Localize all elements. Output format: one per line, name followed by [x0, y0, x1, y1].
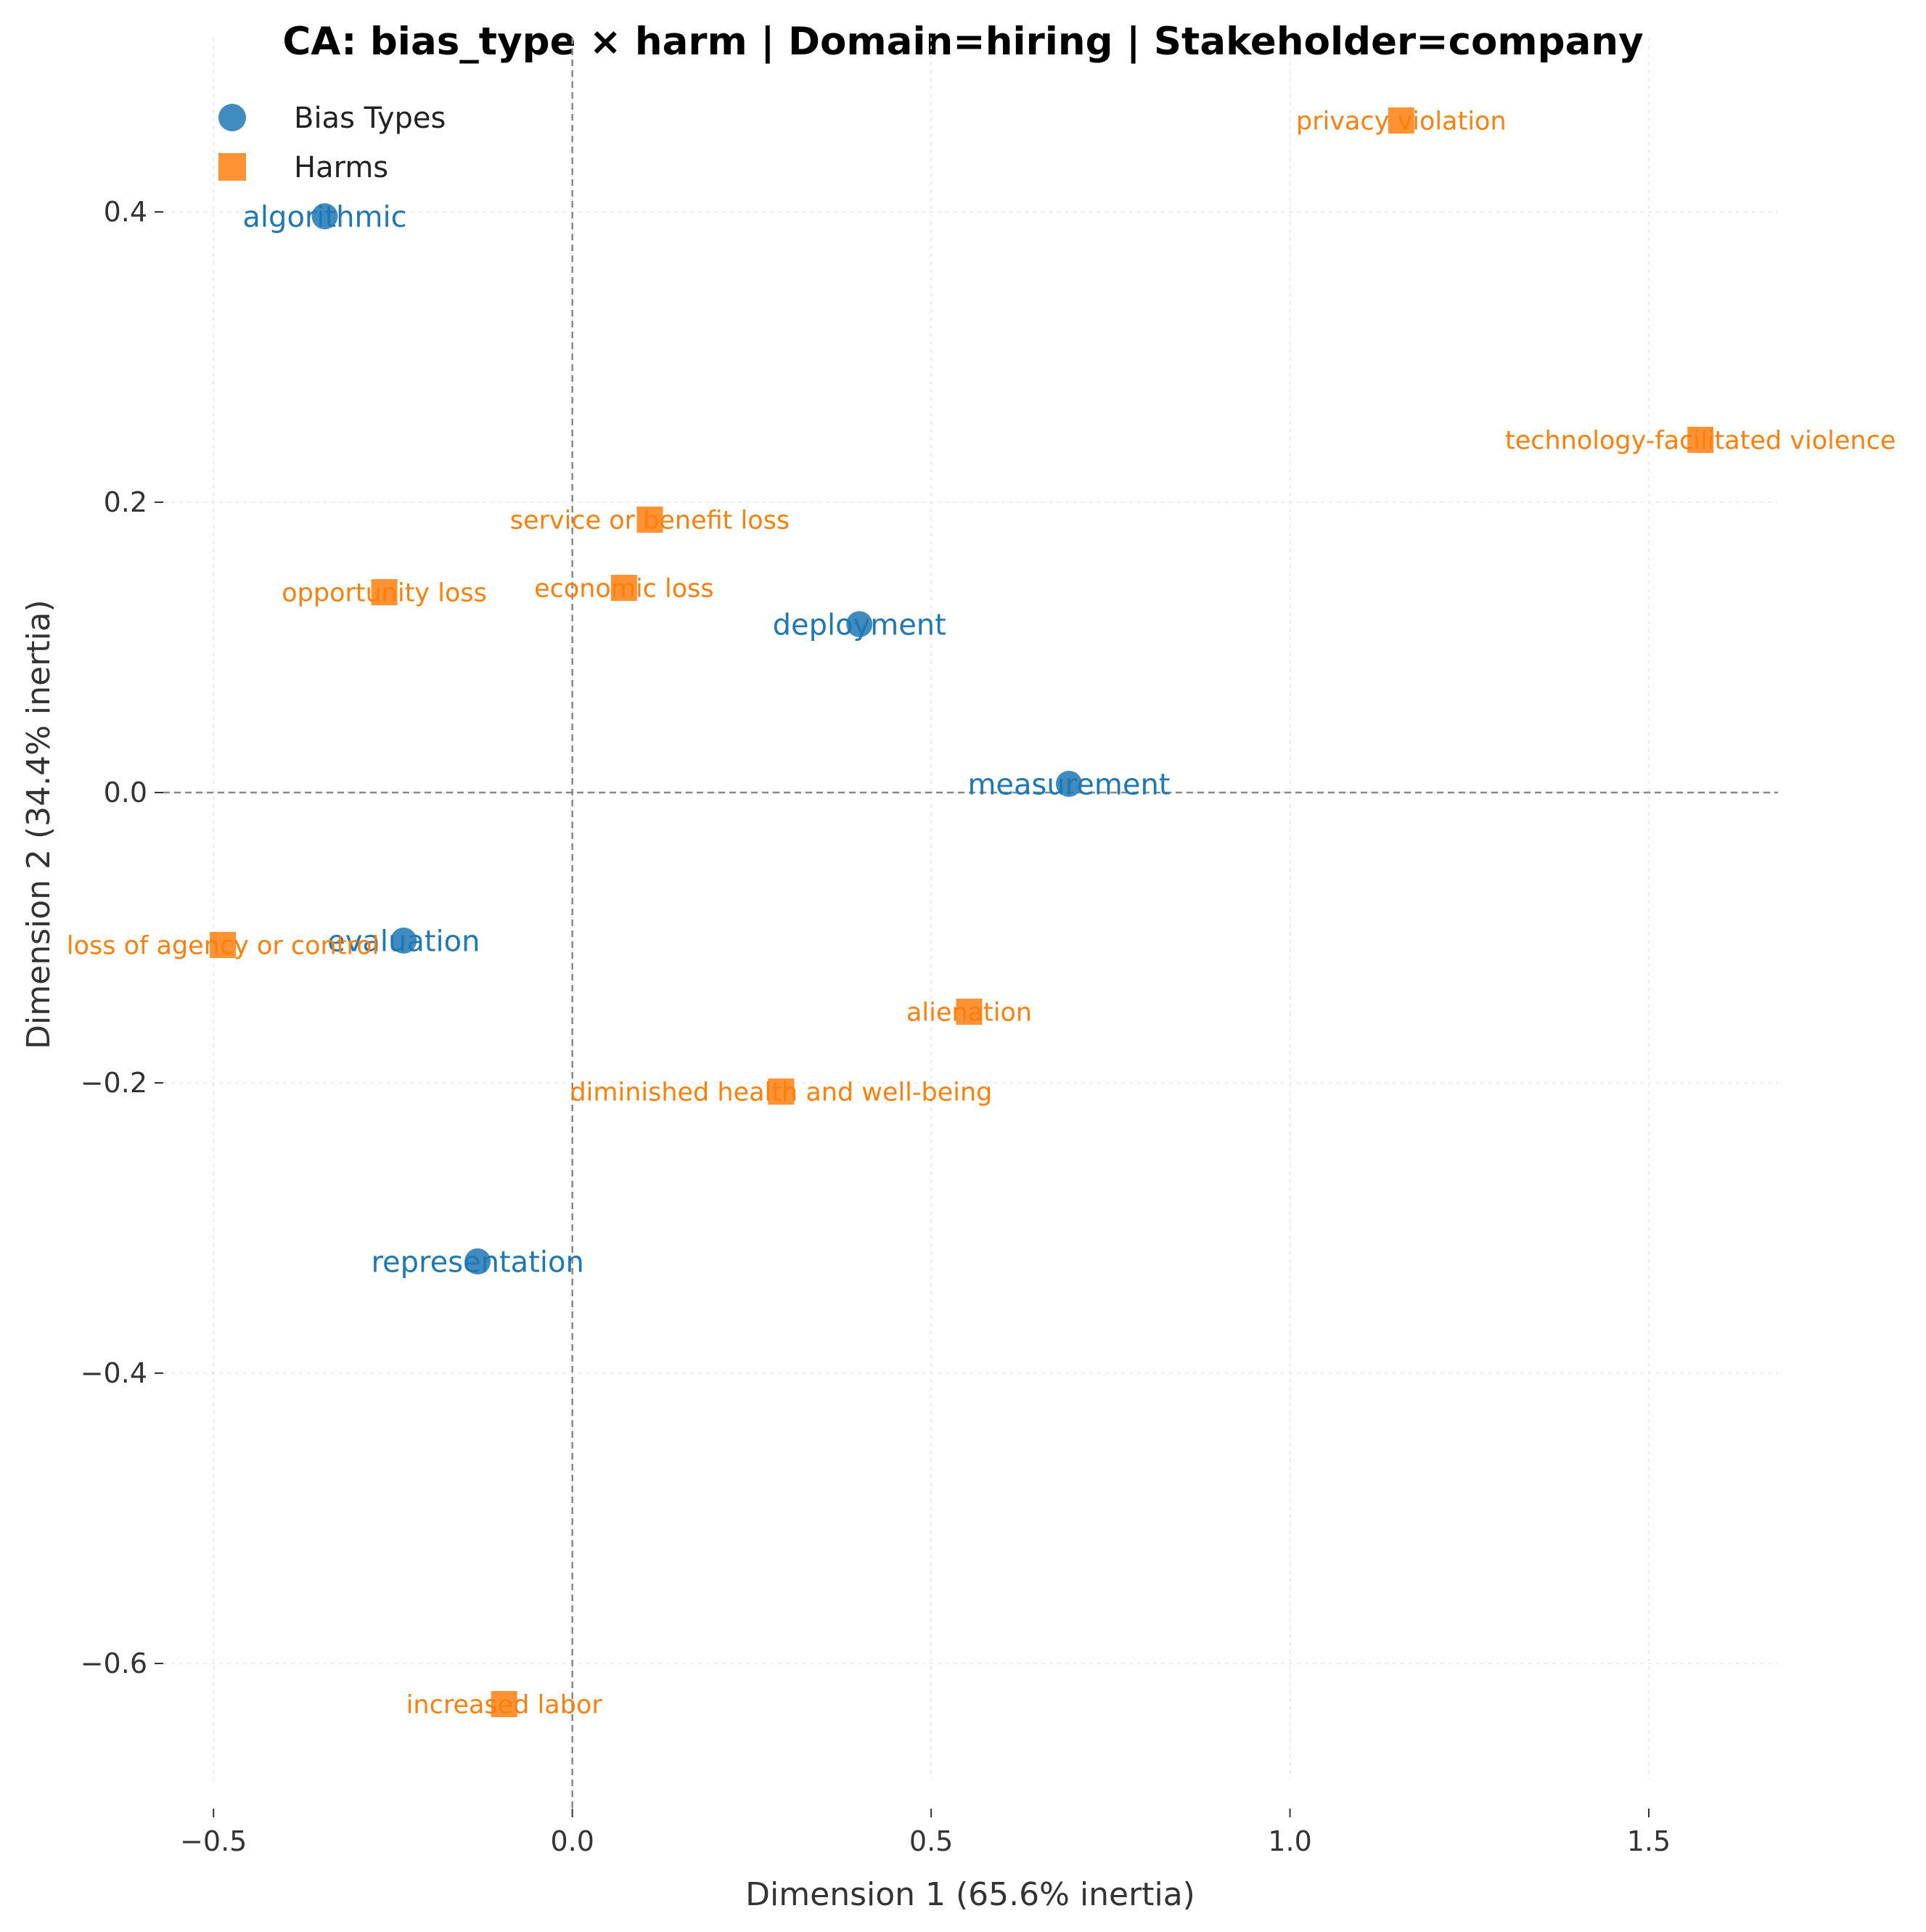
legend: Bias Types Harms [218, 102, 446, 184]
y-tick-label-1: −0.4 [81, 1357, 147, 1389]
point-label-opportunity-loss: opportunity loss [282, 579, 487, 608]
x-tick-label-4: 1.5 [1627, 1825, 1671, 1857]
point-label-deployment: deployment [773, 608, 946, 642]
marker-opportunity-loss [371, 579, 398, 605]
point-label-evaluation: evaluation [327, 925, 480, 958]
marker-representation [464, 1248, 491, 1274]
point-label-technology-facilitated-violence: technology-facilitated violence [1505, 427, 1896, 456]
legend-label-1: Harms [294, 151, 388, 184]
point-label-representation: representation [371, 1245, 583, 1279]
marker-loss-of-agency-or-control [210, 932, 237, 958]
point-label-increased-labor: increased labor [406, 1691, 603, 1720]
marker-economic-loss [610, 575, 637, 601]
chart-title: CA: bias_type × harm | Domain=hiring | S… [282, 20, 1643, 64]
marker-diminished-health-and-well-being [768, 1078, 795, 1105]
point-label-diminished-health-and-well-being: diminished health and well-being [570, 1078, 992, 1108]
legend-marker-0 [218, 104, 246, 131]
point-label-algorithmic: algorithmic [242, 200, 406, 234]
y-axis-ticks: −0.6 −0.4 −0.2 0.0 0.2 0.4 [81, 196, 163, 1679]
legend-label-0: Bias Types [294, 102, 446, 135]
y-axis-label: Dimension 2 (34.4% inertia) [20, 599, 57, 1049]
data-markers [210, 107, 1714, 1717]
point-label-privacy-violation: privacy violation [1296, 107, 1507, 136]
marker-technology-facilitated-violence [1687, 427, 1714, 453]
x-tick-label-2: 0.5 [909, 1825, 953, 1857]
point-label-loss-of-agency-or-control: loss of agency or control [67, 932, 379, 961]
x-axis-label: Dimension 1 (65.6% inertia) [745, 1876, 1195, 1913]
x-tick-label-3: 1.0 [1268, 1825, 1311, 1857]
x-tick-label-0: −0.5 [180, 1825, 247, 1857]
marker-algorithmic [311, 203, 338, 229]
marker-increased-labor [491, 1691, 517, 1717]
y-tick-label-5: 0.4 [104, 196, 147, 228]
marker-service-or-benefit-loss [636, 507, 663, 533]
point-label-service-or-benefit-loss: service or benefit loss [510, 507, 790, 536]
grid-lines [163, 38, 1778, 1780]
y-tick-label-3: 0.0 [104, 777, 147, 809]
marker-alienation [956, 999, 983, 1025]
marker-measurement [1055, 771, 1082, 797]
point-label-alienation: alienation [906, 999, 1032, 1028]
x-axis-ticks: −0.5 0.0 0.5 1.0 1.5 [180, 1809, 1671, 1857]
y-tick-label-4: 0.2 [104, 486, 147, 518]
point-labels: algorithmic deployment measurement evaluati… [67, 107, 1896, 1720]
marker-deployment [846, 611, 873, 637]
marker-privacy-violation [1388, 107, 1414, 134]
y-tick-label-0: −0.6 [81, 1647, 147, 1679]
x-tick-label-1: 0.0 [550, 1825, 594, 1857]
legend-marker-1 [218, 153, 246, 181]
y-tick-label-2: −0.2 [81, 1067, 147, 1099]
point-label-measurement: measurement [967, 768, 1170, 801]
marker-evaluation [390, 928, 417, 954]
point-label-economic-loss: economic loss [534, 575, 714, 604]
